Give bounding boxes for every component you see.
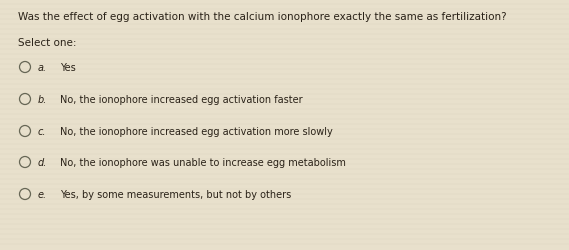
Text: Select one:: Select one: [18,38,76,48]
Text: Was the effect of egg activation with the calcium ionophore exactly the same as : Was the effect of egg activation with th… [18,12,506,22]
Text: c.: c. [38,126,47,136]
Text: e.: e. [38,189,47,199]
Text: d.: d. [38,157,47,167]
Text: b.: b. [38,94,47,104]
Text: a.: a. [38,63,47,73]
Text: Yes: Yes [60,63,76,73]
Text: Yes, by some measurements, but not by others: Yes, by some measurements, but not by ot… [60,189,291,199]
Text: No, the ionophore increased egg activation faster: No, the ionophore increased egg activati… [60,94,303,104]
Text: No, the ionophore was unable to increase egg metabolism: No, the ionophore was unable to increase… [60,157,346,167]
Text: No, the ionophore increased egg activation more slowly: No, the ionophore increased egg activati… [60,126,333,136]
